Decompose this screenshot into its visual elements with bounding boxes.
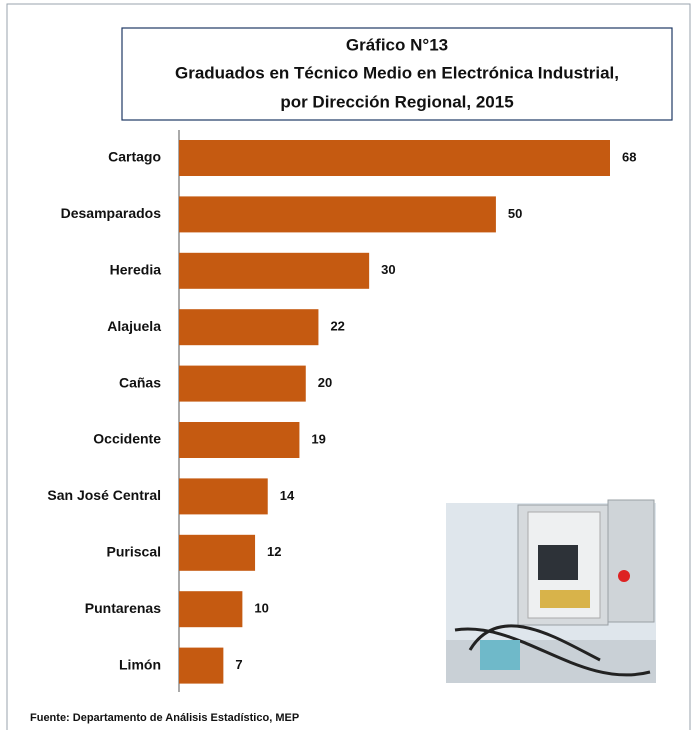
y-tick-label: Alajuela: [107, 318, 161, 334]
photo: [446, 500, 656, 683]
bar: [179, 422, 299, 458]
chart-title: Gráfico N°13: [346, 35, 448, 54]
y-tick-label: Occidente: [93, 431, 161, 447]
chart: Gráfico N°13 Graduados en Técnico Medio …: [0, 0, 697, 730]
value-label: 7: [235, 657, 242, 672]
value-label: 50: [508, 206, 522, 221]
y-tick-label: Cartago: [108, 149, 161, 165]
bar: [179, 253, 369, 289]
value-label: 20: [318, 375, 332, 390]
bar: [179, 196, 496, 232]
y-tick-label: Cañas: [119, 374, 161, 390]
bar: [179, 591, 242, 627]
bar: [179, 648, 223, 684]
bar: [179, 478, 268, 514]
value-label: 22: [330, 319, 344, 334]
value-label: 14: [280, 488, 295, 503]
bar: [179, 309, 318, 345]
value-label: 68: [622, 149, 636, 164]
source-note: Fuente: Departamento de Análisis Estadís…: [30, 712, 299, 724]
bar: [179, 140, 610, 176]
y-tick-label: Heredia: [110, 262, 162, 278]
value-label: 30: [381, 262, 395, 277]
value-label: 10: [254, 601, 268, 616]
value-label: 19: [311, 431, 325, 446]
bar: [179, 535, 255, 571]
bar: [179, 366, 306, 402]
chart-title: Graduados en Técnico Medio en Electrónic…: [175, 63, 619, 82]
y-tick-label: San José Central: [47, 487, 161, 503]
y-tick-label: Puriscal: [107, 544, 161, 560]
y-tick-label: Desamparados: [61, 205, 162, 221]
y-tick-label: Limón: [119, 656, 161, 672]
value-label: 12: [267, 544, 281, 559]
chart-title: por Dirección Regional, 2015: [280, 92, 513, 111]
y-tick-label: Puntarenas: [85, 600, 161, 616]
